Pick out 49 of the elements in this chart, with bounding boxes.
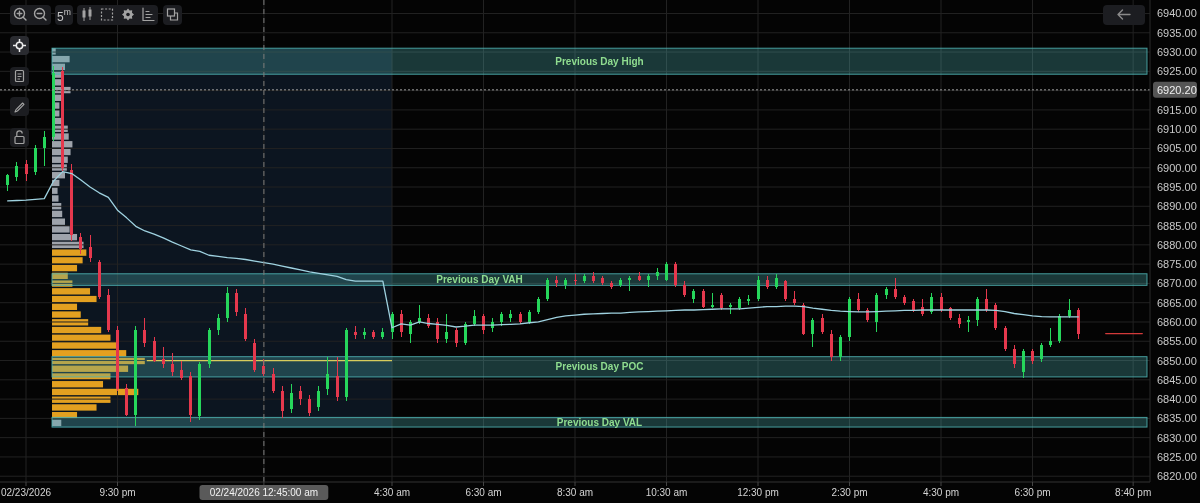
bar — [52, 264, 78, 272]
y-tick-label: 6895.00 — [1157, 181, 1197, 194]
y-tick-label: 6850.00 — [1157, 354, 1197, 367]
y-tick-label: 6820.00 — [1157, 470, 1197, 483]
band-label: Previous Day High — [555, 55, 644, 67]
x-tick-label: 6:30 am — [465, 487, 502, 498]
bar — [52, 381, 104, 388]
y-tick-label: 6835.00 — [1157, 412, 1197, 425]
y-tick-label: 6935.00 — [1157, 26, 1197, 39]
bar — [52, 419, 62, 427]
x-tick-label: 4:30 pm — [922, 487, 960, 498]
band-label: Previous Day POC — [555, 361, 644, 373]
y-tick-label: 6915.00 — [1157, 103, 1197, 116]
y-tick-label: 6875.00 — [1157, 258, 1197, 271]
y-tick-label: 6855.00 — [1157, 335, 1197, 348]
y-tick-label: 6910.00 — [1157, 123, 1197, 136]
y-tick-label: 6865.00 — [1157, 296, 1197, 309]
x-tick-label: 4:30 am — [373, 487, 411, 498]
y-tick-label: 6860.00 — [1157, 315, 1197, 328]
x-tick-label: 2:30 pm — [831, 487, 868, 498]
candlestick — [711, 293, 714, 309]
y-tick-label: 6825.00 — [1157, 450, 1197, 463]
bar — [52, 326, 102, 334]
y-tick-label: 6905.00 — [1157, 142, 1197, 155]
y-tick-label: 6880.00 — [1157, 238, 1197, 251]
x-tick-label: 02/23/2026 — [0, 487, 52, 498]
x-tick-label: 9:30 pm — [99, 487, 136, 498]
candlestick — [967, 316, 970, 332]
band-label: Previous Day VAL — [556, 416, 643, 428]
y-tick-label: 6840.00 — [1157, 393, 1197, 406]
y-tick-label: 6845.00 — [1157, 373, 1197, 386]
y-tick-label: 6940.00 — [1157, 7, 1197, 20]
y-tick-label: 6830.00 — [1157, 431, 1197, 444]
x-tick-label: 12:30 pm — [737, 487, 779, 498]
candlestick — [747, 294, 750, 305]
candlestick — [628, 275, 631, 292]
y-tick-label: 6930.00 — [1157, 46, 1197, 59]
x-tick-label: 02/24/2026 12:45:00 am — [209, 487, 319, 498]
y-tick-label: 6870.00 — [1157, 277, 1197, 290]
y-tick-label: 6925.00 — [1157, 65, 1197, 78]
y-tick-label: 6900.00 — [1157, 161, 1197, 174]
y-tick-label: 6885.00 — [1157, 219, 1197, 232]
x-tick-label: 10:30 am — [645, 487, 688, 498]
band-label: Previous Day VAH — [436, 274, 523, 286]
y-tick-label: 6890.00 — [1157, 200, 1197, 213]
x-tick-label: 6:30 pm — [1014, 487, 1051, 498]
x-tick-label: 8:30 am — [556, 487, 594, 498]
ref-line-label: 6920.20 — [1157, 83, 1197, 96]
x-tick-label: 8:40 pm — [1115, 487, 1152, 498]
